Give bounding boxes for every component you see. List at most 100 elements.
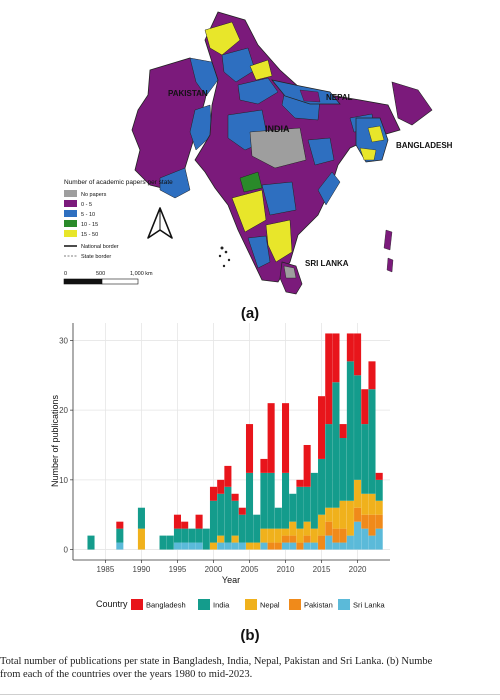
legend-swatch-5-10 (64, 210, 77, 217)
legend-label-sri-lanka: Sri Lanka (353, 601, 386, 610)
x-tick-label: 1995 (169, 565, 187, 574)
bar-segment-nepal (339, 500, 347, 529)
bar-segment-bangladesh (346, 333, 354, 362)
bar-segment-bangladesh (231, 493, 239, 501)
bar-segment-pakistan (375, 514, 383, 529)
x-tick-label: 1990 (133, 565, 151, 574)
bar-segment-sri-lanka (260, 542, 268, 550)
map-label-sri-lanka: SRI LANKA (305, 259, 349, 268)
bar-segment-pakistan (354, 507, 362, 522)
bar-segment-bangladesh (368, 361, 376, 390)
bar-segment-india (188, 528, 196, 543)
bar-segment-bangladesh (224, 465, 232, 487)
legend-label-15-50: 15 - 50 (81, 232, 98, 238)
bar-segment-bangladesh (325, 333, 333, 425)
x-tick-label: 1985 (97, 565, 115, 574)
legend-label-bangladesh: Bangladesh (146, 601, 186, 610)
legend-label-state: State border (81, 254, 111, 260)
legend-swatch-sri-lanka (338, 599, 350, 610)
bar-segment-sri-lanka (195, 542, 203, 550)
bar-segment-pakistan (267, 542, 275, 550)
bar-segment-bangladesh (332, 333, 340, 383)
bar-segment-india (181, 528, 189, 543)
bar-segment-india (296, 486, 304, 529)
bar-segment-pakistan (361, 514, 369, 529)
legend-label-national: National border (81, 244, 119, 250)
bar-segment-india (282, 472, 290, 529)
legend-label-pakistan: Pakistan (304, 601, 333, 610)
bar-segment-sri-lanka (310, 542, 318, 550)
nepal-inner-region (299, 89, 321, 103)
bar-segment-nepal (354, 479, 362, 508)
bar-segment-sri-lanka (289, 542, 297, 550)
bar-segment-india (159, 535, 167, 550)
bar-segment-pakistan (282, 535, 290, 543)
bar-segment-india (173, 528, 181, 543)
bar-segment-sri-lanka (375, 528, 383, 550)
bar-segment-bangladesh (318, 396, 326, 459)
bar-segment-india (245, 472, 254, 543)
bar-segment-sri-lanka (346, 535, 354, 550)
bar-segment-india (267, 472, 275, 529)
bar-segment-sri-lanka (354, 521, 362, 550)
bar-segment-nepal (318, 514, 326, 536)
bar-segment-sri-lanka (224, 542, 232, 550)
bar-segment-india (231, 500, 239, 536)
chart-x-ticks: 1985 1990 1995 2000 2005 2010 2015 2020 (97, 560, 367, 574)
x-tick-label: 2010 (277, 565, 295, 574)
caption-line-1: Total number of publications per state i… (0, 656, 433, 667)
legend-swatch-no-papers (64, 190, 77, 197)
bar-segment-sri-lanka (332, 542, 340, 550)
bar-segment-pakistan (274, 542, 282, 550)
bar-segment-india (116, 528, 124, 543)
bar-segment-bangladesh (282, 403, 290, 473)
bar-segment-nepal (346, 500, 354, 536)
bar-segment-india (332, 382, 340, 508)
legend-label-nepal: Nepal (260, 601, 280, 610)
bar-segment-nepal (361, 493, 369, 515)
bar-segment-bangladesh (260, 458, 268, 473)
scale-label-0: 0 (64, 271, 67, 277)
bar-segment-sri-lanka (238, 542, 246, 550)
bar-segment-india (346, 361, 354, 501)
bar-segment-pakistan (289, 535, 297, 543)
bar-segment-sri-lanka (231, 542, 239, 550)
bar-segment-india (87, 535, 95, 550)
maldives-dots (218, 246, 231, 268)
bar-segment-nepal (289, 521, 297, 536)
y-tick-label: 0 (64, 546, 69, 555)
bar-segment-nepal (137, 528, 145, 550)
y-tick-label: 20 (59, 406, 68, 415)
bar-segment-nepal (310, 528, 318, 543)
bar-segment-bangladesh (303, 444, 311, 487)
map-panel: PAKISTAN INDIA NEPAL BANGLADESH SRI LANK… (63, 11, 453, 295)
bar-segment-bangladesh (181, 521, 189, 529)
bar-segment-nepal (332, 507, 340, 529)
legend-label-india: India (213, 601, 230, 610)
legend-swatch-india (198, 599, 210, 610)
bar-segment-sri-lanka (188, 542, 196, 550)
legend-label-no-papers: No papers (81, 192, 107, 198)
bar-segment-india (217, 493, 225, 536)
bar-segment-nepal (260, 528, 268, 543)
bar-segment-india (137, 507, 145, 529)
bar-segment-bangladesh (116, 521, 124, 529)
x-tick-label: 2000 (205, 565, 223, 574)
bar-segment-sri-lanka (181, 542, 189, 550)
bar-segment-india (289, 493, 297, 522)
bar-segment-bangladesh (245, 424, 254, 473)
bar-segment-pakistan (325, 521, 333, 536)
chart-y-ticks: 0 10 20 30 (59, 336, 73, 555)
bar-segment-sri-lanka (361, 528, 369, 550)
north-arrow-icon (147, 207, 173, 239)
figure-caption: Total number of publications per state i… (0, 655, 500, 681)
bar-segment-india (166, 535, 174, 550)
panel-b-label: (b) (240, 627, 259, 644)
legend-swatch-bangladesh (131, 599, 143, 610)
bar-segment-nepal (245, 542, 254, 550)
bar-segment-nepal (296, 528, 304, 543)
map-legend-title: Number of academic papers per state (64, 179, 173, 186)
bar-segment-bangladesh (296, 479, 304, 487)
bar-segment-india (274, 507, 282, 529)
